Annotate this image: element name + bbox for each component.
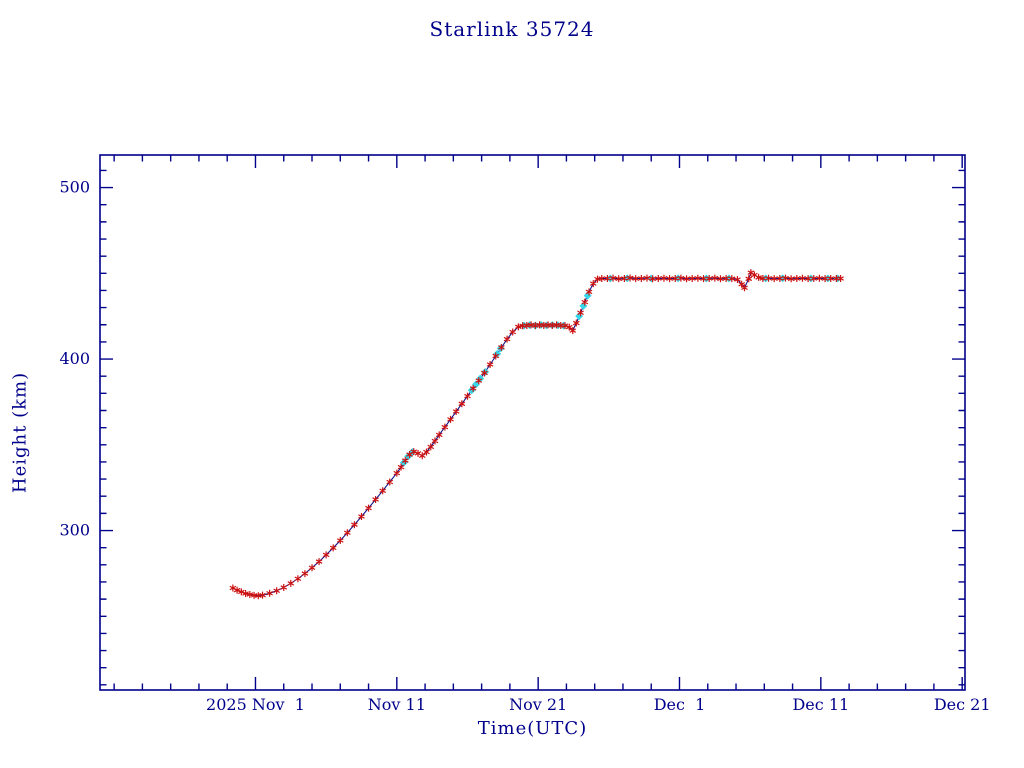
axis-ticks: [100, 155, 965, 690]
y-tick-label: 500: [59, 178, 90, 197]
height-line: [232, 271, 841, 597]
x-tick-label: Nov 11: [368, 695, 426, 714]
y-tick-label: 300: [59, 521, 90, 540]
x-tick-label: Dec 1: [654, 695, 706, 714]
axes-frame: [99, 154, 966, 691]
x-tick-label: 2025 Nov 1: [206, 695, 305, 714]
chart-title: Starlink 35724: [429, 17, 595, 41]
x-tick-label: Dec 11: [792, 695, 849, 714]
series-height-profile-markers: [229, 269, 844, 600]
x-tick-label: Nov 21: [509, 695, 567, 714]
x-tick-label: Dec 21: [934, 695, 991, 714]
x-axis-label: Time(UTC): [477, 718, 588, 739]
series-tle-points-markers: [399, 274, 842, 467]
tick-labels: 2025 Nov 1 Nov 11 Nov 21 Dec 1 Dec 11 Dec 21 3…: [59, 178, 990, 714]
y-tick-label: 400: [59, 349, 90, 368]
